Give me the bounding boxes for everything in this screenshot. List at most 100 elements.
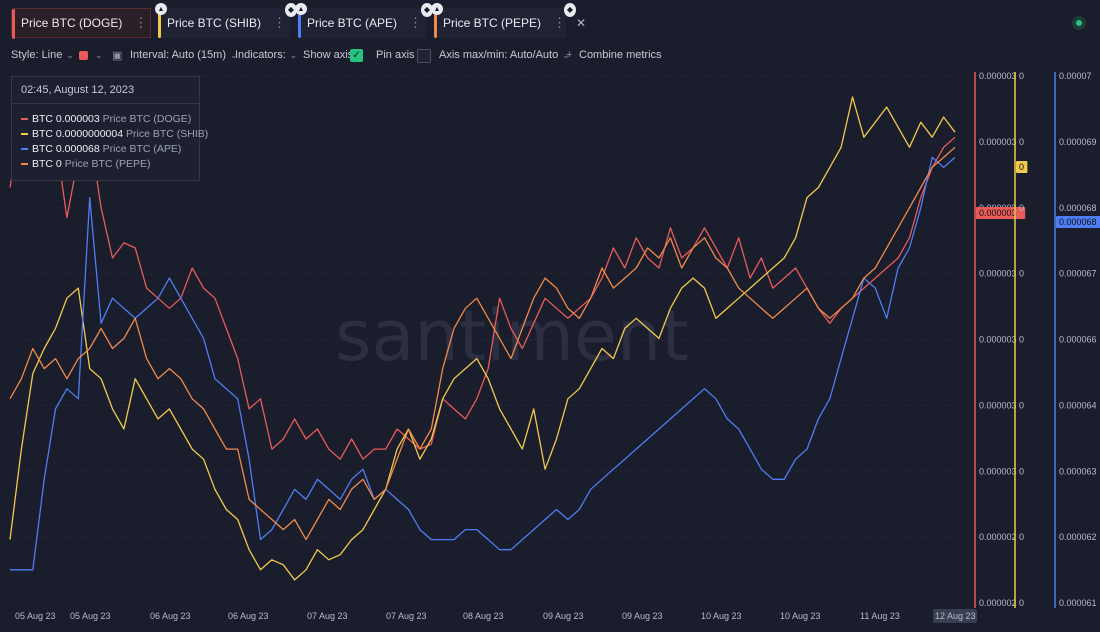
axis-value-badge (1056, 216, 1100, 228)
tooltip-series-name: Price BTC (APE) (102, 143, 182, 155)
more-options-icon[interactable]: ⋮ (273, 15, 287, 30)
tab-price-btc-doge[interactable]: Price BTC (DOGE) ⋮ ✕ (11, 8, 167, 39)
current-date-badge (933, 609, 977, 623)
axis-tick-label: 0.000063 (1059, 466, 1097, 476)
more-options-icon[interactable]: ⋮ (134, 15, 148, 30)
combine-metrics-button[interactable]: Combine metrics (579, 49, 662, 61)
axis-tick-label: 0.000003 (979, 203, 1017, 213)
tooltip-series-name: Price BTC (PEPE) (64, 158, 151, 170)
hover-tooltip: 02:45, August 12, 2023 BTC 0.000003 Pric… (11, 76, 208, 181)
axis-tick-label: 0.000003 (979, 466, 1017, 476)
tooltip-row: BTC 0 Price BTC (PEPE) (21, 158, 150, 170)
tooltip-row: BTC 0.000068 Price BTC (APE) (21, 143, 181, 155)
axis-value-badge (976, 207, 1026, 219)
axis-tick-label: 0.000002 (979, 598, 1017, 608)
chevron-down-icon[interactable]: ⌄ (95, 50, 103, 60)
axis-tick-label: 0.000003 (979, 400, 1017, 410)
pin-axis-label: Pin axis (376, 49, 415, 61)
x-tick-label: 09 Aug 23 (622, 611, 663, 621)
tooltip-date: 02:45, August 12, 2023 (21, 84, 135, 96)
style-dropdown[interactable]: Style: Line ⌄ (11, 49, 74, 61)
chevron-down-icon: ⌄ (562, 50, 570, 60)
tooltip-value: BTC 0.0000000004 (32, 128, 124, 140)
tooltip-value: BTC 0 (32, 158, 62, 170)
divider (12, 103, 199, 104)
tab-price-btc-ape[interactable]: Price BTC (APE) ⋮ ✕ (298, 8, 442, 38)
close-icon[interactable]: ✕ (576, 16, 587, 30)
show-axis-checkbox[interactable]: ✓ (350, 49, 363, 62)
axis-tick-label: 0 (1019, 137, 1024, 147)
style-label: Style: Line (11, 49, 63, 61)
x-tick-label: 07 Aug 23 (307, 611, 348, 621)
x-tick-label: 05 Aug 23 (15, 611, 56, 621)
more-options-icon[interactable]: ⋮ (409, 15, 423, 30)
watermark: santiment (335, 295, 689, 377)
axis-minmax-label: Axis max/min: Auto/Auto (439, 49, 559, 61)
axis-tick-label: 0.000062 (1059, 532, 1097, 542)
axis-tick-label: 0.000003 (979, 335, 1017, 345)
tab-label: Price BTC (DOGE) (21, 16, 123, 30)
chevron-down-icon: ⌄ (230, 50, 238, 60)
pin-axis-checkbox[interactable] (417, 49, 431, 63)
axis-tick-label: 0.000003 (979, 137, 1017, 147)
x-tick-label: 10 Aug 23 (701, 611, 742, 621)
axis-tick-label: 0 (1019, 466, 1024, 476)
tab-label: Price BTC (PEPE) (443, 16, 542, 30)
tooltip-value: BTC 0.000068 (32, 143, 100, 155)
indicators-dropdown[interactable]: Indicators: ⌄ (235, 49, 297, 61)
axis-tick-label: 0.000069 (1059, 137, 1097, 147)
axis-minmax-dropdown[interactable]: Axis max/min: Auto/Auto ⌄ (439, 49, 570, 61)
axis-value-badge (1016, 161, 1028, 173)
axis-value-badge-label: 0.000068 (1059, 217, 1097, 227)
tooltip-value: BTC 0.000003 (32, 113, 100, 125)
x-tick-label: 10 Aug 23 (780, 611, 821, 621)
axis-value-badge-label: 0.000003 (979, 208, 1017, 218)
axis-tick-label: 0 (1019, 71, 1024, 81)
interval-dropdown[interactable]: Interval: Auto (15m) ⌄ (130, 49, 238, 61)
series-line-3 (10, 156, 956, 571)
eth-icon: ◆ (285, 3, 297, 17)
lock-icon: ▲ (155, 3, 167, 15)
eth-icon: ◆ (564, 3, 576, 17)
series-color-icon (21, 148, 28, 151)
axis-tick-label: 0 (1019, 203, 1024, 213)
axis-tick-label: 0.000003 (979, 71, 1017, 81)
series-color-icon (21, 118, 28, 121)
tab-color-bar (12, 9, 15, 39)
tab-price-btc-pepe[interactable]: Price BTC (PEPE) ⋮ ✕ (434, 8, 586, 38)
tooltip-series-name: Price BTC (SHIB) (126, 128, 209, 140)
axis-tick-label: 0.000061 (1059, 598, 1097, 608)
tab-color-bar (158, 8, 161, 38)
axis-value-badge-label: 0 (1019, 162, 1024, 172)
x-tick-label: 05 Aug 23 (70, 611, 111, 621)
more-options-icon[interactable]: ⋮ (553, 15, 567, 30)
axis-tick-label: 0 (1019, 335, 1024, 345)
color-picker-button[interactable] (79, 51, 88, 60)
axis-tick-label: 0.000064 (1059, 400, 1097, 410)
tab-label: Price BTC (APE) (307, 16, 398, 30)
axis-tick-label: 0.000066 (1059, 335, 1097, 345)
eth-icon: ◆ (421, 3, 433, 17)
x-tick-label: 06 Aug 23 (150, 611, 191, 621)
axis-tick-label: 0 (1019, 598, 1024, 608)
chevron-down-icon: ⌄ (66, 50, 74, 60)
x-tick-label: 11 Aug 23 (860, 611, 900, 621)
axis-tick-label: 0.000067 (1059, 269, 1097, 279)
series-color-icon (21, 163, 28, 166)
interval-label: Interval: Auto (15m) (130, 49, 226, 61)
tooltip-row: BTC 0.000003 Price BTC (DOGE) (21, 113, 191, 125)
plus-icon: + (566, 49, 573, 61)
tab-price-btc-shib[interactable]: Price BTC (SHIB) ⋮ ✕ (158, 8, 306, 38)
series-line-4 (9, 146, 956, 541)
axis-tick-label: 0.000068 (1059, 203, 1097, 213)
x-tick-label: 08 Aug 23 (463, 611, 504, 621)
x-tick-label: 12 Aug 23 (935, 611, 976, 621)
chevron-down-icon: ⌄ (289, 50, 298, 60)
status-indicator-icon (1072, 16, 1086, 30)
tooltip-series-name: Price BTC (DOGE) (102, 113, 192, 125)
show-axis-label: Show axis (303, 49, 354, 61)
axis-tick-label: 0 (1019, 400, 1024, 410)
calendar-icon: ▣ (112, 50, 123, 62)
tab-color-bar (298, 8, 301, 38)
axis-tick-label: 0.000002 (979, 532, 1017, 542)
